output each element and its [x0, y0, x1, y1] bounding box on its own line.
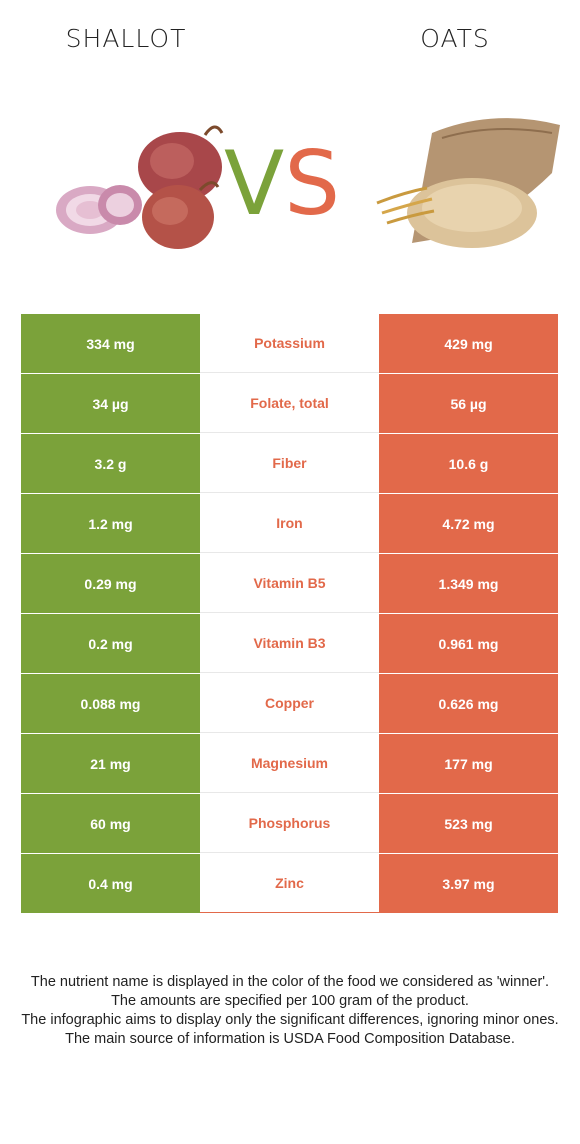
right-value: 56 µg: [379, 374, 558, 433]
left-value: 21 mg: [21, 734, 200, 793]
left-value: 0.088 mg: [21, 674, 200, 733]
right-value: 523 mg: [379, 794, 558, 853]
table-row: 0.088 mg Copper 0.626 mg: [21, 674, 558, 734]
right-value: 0.626 mg: [379, 674, 558, 733]
vs-label: VS: [224, 140, 340, 228]
nutrient-name: Vitamin B3: [200, 614, 379, 673]
right-value: 177 mg: [379, 734, 558, 793]
nutrient-name: Vitamin B5: [200, 554, 379, 613]
table-row: 21 mg Magnesium 177 mg: [21, 734, 558, 794]
table-row: 0.29 mg Vitamin B5 1.349 mg: [21, 554, 558, 614]
right-value: 429 mg: [379, 314, 558, 373]
right-value: 3.97 mg: [379, 854, 558, 913]
vs-s: S: [284, 132, 341, 235]
note-line: The nutrient name is displayed in the co…: [30, 974, 550, 990]
note-line: The main source of information is USDA F…: [65, 1031, 515, 1047]
nutrient-name: Zinc: [200, 854, 379, 913]
food-images: [0, 115, 580, 265]
note-line: The amounts are specified per 100 gram o…: [111, 993, 469, 1009]
table-row: 334 mg Potassium 429 mg: [21, 314, 558, 374]
right-value: 0.961 mg: [379, 614, 558, 673]
footnotes: The nutrient name is displayed in the co…: [10, 973, 570, 1049]
table-row: 0.2 mg Vitamin B3 0.961 mg: [21, 614, 558, 674]
nutrient-name: Magnesium: [200, 734, 379, 793]
left-value: 0.29 mg: [21, 554, 200, 613]
left-value: 0.4 mg: [21, 854, 200, 913]
right-value: 10.6 g: [379, 434, 558, 493]
right-food-title: OATS: [420, 24, 490, 53]
table-row: 60 mg Phosphorus 523 mg: [21, 794, 558, 854]
table-row: 3.2 g Fiber 10.6 g: [21, 434, 558, 494]
nutrient-name: Phosphorus: [200, 794, 379, 853]
shallot-image: [56, 125, 224, 249]
left-value: 334 mg: [21, 314, 200, 373]
table-row: 34 µg Folate, total 56 µg: [21, 374, 558, 434]
left-value: 1.2 mg: [21, 494, 200, 553]
nutrient-name: Copper: [200, 674, 379, 733]
left-value: 3.2 g: [21, 434, 200, 493]
right-value: 4.72 mg: [379, 494, 558, 553]
table-row: 1.2 mg Iron 4.72 mg: [21, 494, 558, 554]
vs-v: V: [224, 132, 285, 235]
left-food-title: SHALLOT: [65, 24, 187, 53]
left-value: 34 µg: [21, 374, 200, 433]
table-row: 0.4 mg Zinc 3.97 mg: [21, 854, 558, 914]
left-value: 0.2 mg: [21, 614, 200, 673]
nutrient-name: Iron: [200, 494, 379, 553]
left-value: 60 mg: [21, 794, 200, 853]
nutrient-name: Folate, total: [200, 374, 379, 433]
right-value: 1.349 mg: [379, 554, 558, 613]
nutrient-name: Potassium: [200, 314, 379, 373]
nutrient-name: Fiber: [200, 434, 379, 493]
oats-image: [376, 118, 560, 248]
note-line: The infographic aims to display only the…: [21, 1012, 559, 1028]
comparison-table: 334 mg Potassium 429 mg 34 µg Folate, to…: [21, 314, 558, 914]
